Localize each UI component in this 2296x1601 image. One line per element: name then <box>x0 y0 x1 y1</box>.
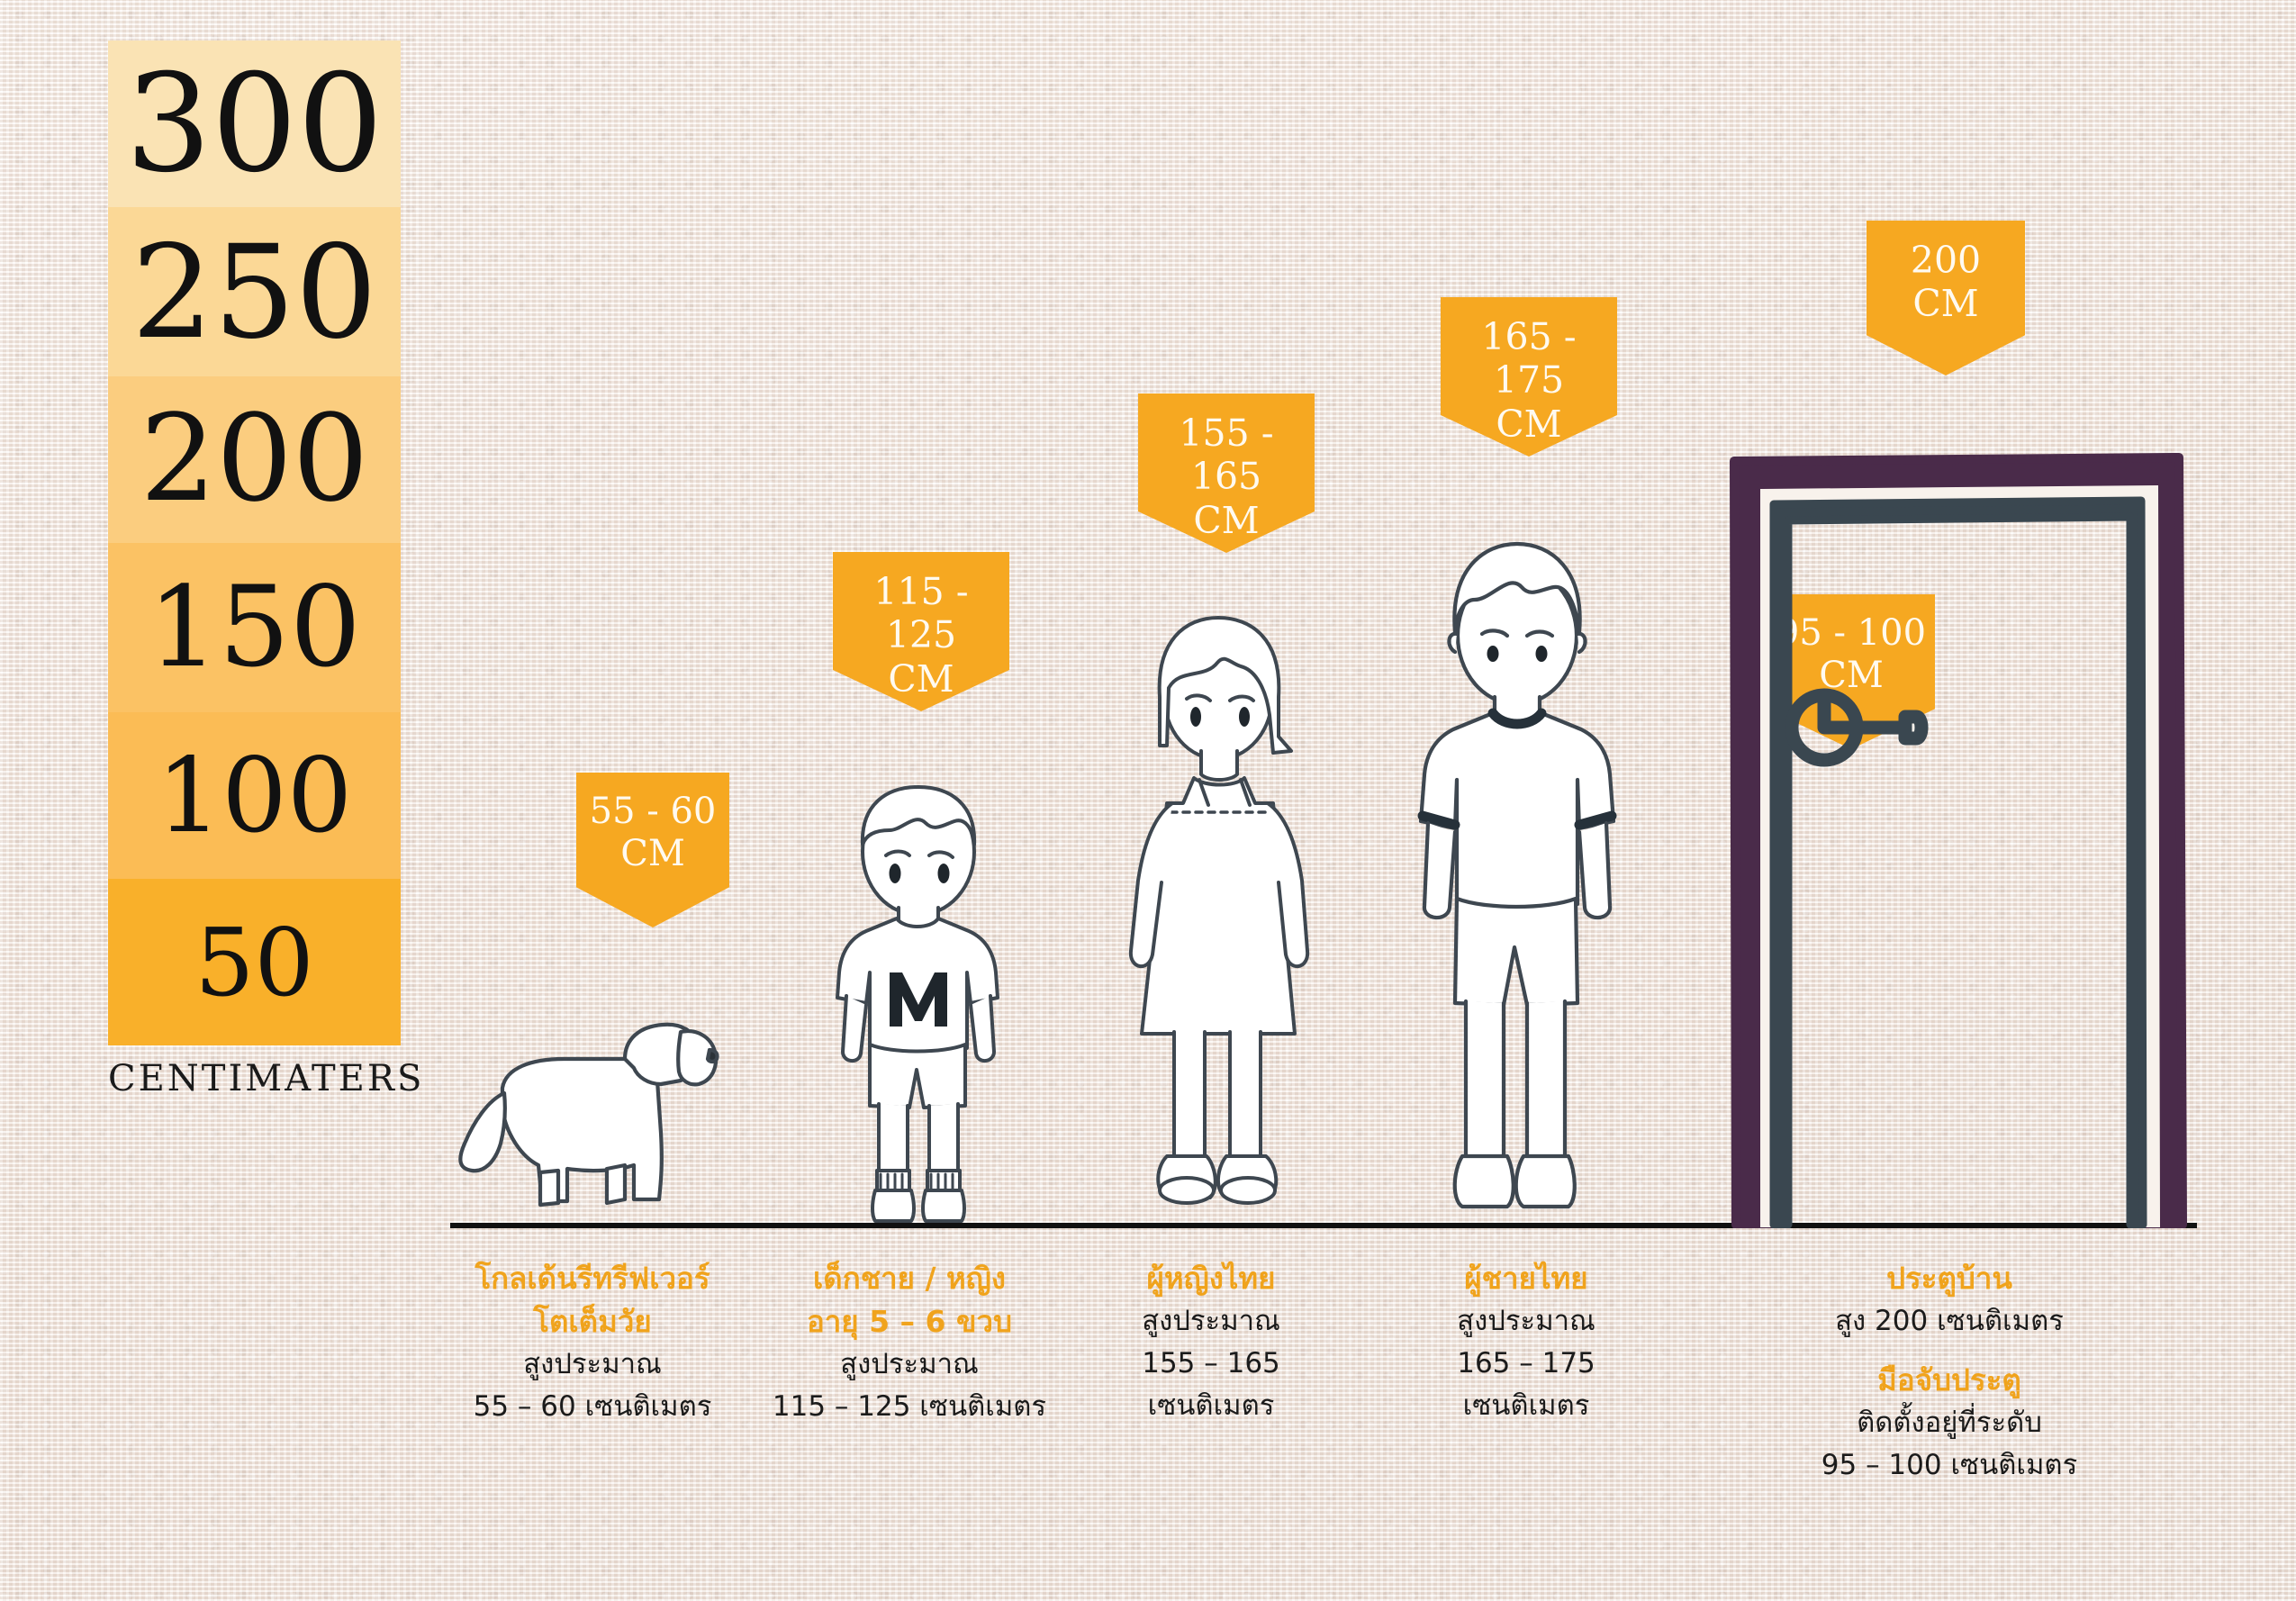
figure-child-boy <box>819 782 1017 1227</box>
badge-child-range: 115 - 125 <box>873 570 969 657</box>
ground-baseline <box>450 1223 2197 1228</box>
badge-door-unit: CM <box>1912 282 1979 326</box>
badge-child-unit: CM <box>888 656 954 701</box>
scale-band-200-label: 200 <box>140 390 369 529</box>
badge-dog: 55 - 60 CM <box>576 773 729 927</box>
scale-band-250-label: 250 <box>131 216 377 367</box>
caption-child-body-1: สูงประมาณ <box>840 1347 979 1380</box>
figure-golden-retriever-dog <box>448 998 719 1227</box>
door-inner-frame <box>1769 496 2147 1229</box>
caption-child-head-1: เด็กชาย / หญิง <box>813 1261 1006 1296</box>
caption-child-head-2: อายุ 5 – 6 ขวบ <box>806 1303 1013 1339</box>
caption-door-handle-body-1: ติดตั้งอยู่ที่ระดับ <box>1857 1406 2042 1439</box>
badge-woman: 155 - 165 CM <box>1138 393 1315 553</box>
badge-man-unit: CM <box>1496 402 1562 446</box>
scale-band-150-label: 150 <box>148 563 361 692</box>
scale-band-50: 50 <box>108 879 401 1045</box>
caption-dog: โกลเด้นรีทรีฟเวอร์ โตเต็มวัย สูงประมาณ 5… <box>421 1257 764 1428</box>
caption-man-head-1: ผู้ชายไทย <box>1464 1261 1588 1296</box>
door-outer-frame <box>1730 453 2187 1229</box>
badge-door-value: 200 <box>1910 239 1982 282</box>
caption-dog-head-1: โกลเด้นรีทรีฟเวอร์ <box>475 1261 710 1296</box>
caption-door-handle-body-2: 95 – 100 เซนติเมตร <box>1821 1448 2078 1481</box>
caption-child-body-2: 115 – 125 เซนติเมตร <box>772 1389 1047 1423</box>
door-frame-gap <box>1760 484 2161 1227</box>
scale-band-50-label: 50 <box>194 907 314 1018</box>
badge-man-range: 165 - 175 <box>1481 315 1577 403</box>
caption-door-body-1: สูง 200 เซนติเมตร <box>1835 1304 2064 1337</box>
badge-child: 115 - 125 CM <box>833 552 1009 711</box>
caption-dog-body-1: สูงประมาณ <box>523 1347 662 1380</box>
badge-door: 200 CM <box>1867 221 2025 375</box>
door-handle-icon <box>1785 688 1929 767</box>
figure-house-door <box>1718 448 2195 1229</box>
caption-man-body-2: 165 – 175 <box>1457 1346 1595 1379</box>
door-leaf <box>1790 520 2130 1225</box>
caption-door: ประตูบ้าน สูง 200 เซนติเมตร มือจับประตู … <box>1738 1257 2161 1487</box>
caption-dog-head-2: โตเต็มวัย <box>533 1303 652 1339</box>
figure-thai-man <box>1405 535 1630 1228</box>
caption-man-body-3: เซนติเมตร <box>1462 1389 1590 1423</box>
badge-man: 165 - 175 CM <box>1441 297 1617 457</box>
badge-woman-range: 155 - 165 <box>1179 412 1274 499</box>
scale-band-300: 300 <box>108 41 401 207</box>
caption-woman: ผู้หญิงไทย สูงประมาณ 155 – 165 เซนติเมตร <box>1058 1257 1364 1427</box>
caption-woman-body-3: เซนติเมตร <box>1147 1389 1275 1423</box>
scale-band-100-label: 100 <box>156 735 353 855</box>
badge-handle-range: 95 - 100 <box>1776 612 1927 654</box>
scale-band-150: 150 <box>108 543 401 712</box>
scale-band-100: 100 <box>108 712 401 879</box>
badge-dog-unit: CM <box>620 833 685 875</box>
caption-woman-head-1: ผู้หญิงไทย <box>1146 1261 1276 1296</box>
caption-woman-body-2: 155 – 165 <box>1142 1346 1280 1379</box>
caption-woman-body-1: สูงประมาณ <box>1142 1304 1280 1337</box>
scale-band-200: 200 <box>108 376 401 543</box>
centimeter-scale: 300 250 200 150 100 50 CENTIMATERS <box>108 41 425 1099</box>
scale-unit-label: CENTIMATERS <box>108 1058 425 1099</box>
caption-man: ผู้ชายไทย สูงประมาณ 165 – 175 เซนติเมตร <box>1373 1257 1679 1427</box>
caption-man-body-1: สูงประมาณ <box>1457 1304 1595 1337</box>
figure-thai-woman <box>1115 611 1322 1227</box>
caption-door-handle-head: มือจับประตู <box>1877 1361 2021 1397</box>
caption-child: เด็กชาย / หญิง อายุ 5 – 6 ขวบ สูงประมาณ … <box>738 1257 1080 1428</box>
scale-band-300-label: 300 <box>125 45 384 203</box>
caption-dog-body-2: 55 – 60 เซนติเมตร <box>473 1389 712 1423</box>
scale-band-250: 250 <box>108 207 401 376</box>
caption-door-head-1: ประตูบ้าน <box>1886 1261 2012 1296</box>
badge-woman-unit: CM <box>1193 498 1260 542</box>
badge-dog-range: 55 - 60 <box>589 791 717 832</box>
